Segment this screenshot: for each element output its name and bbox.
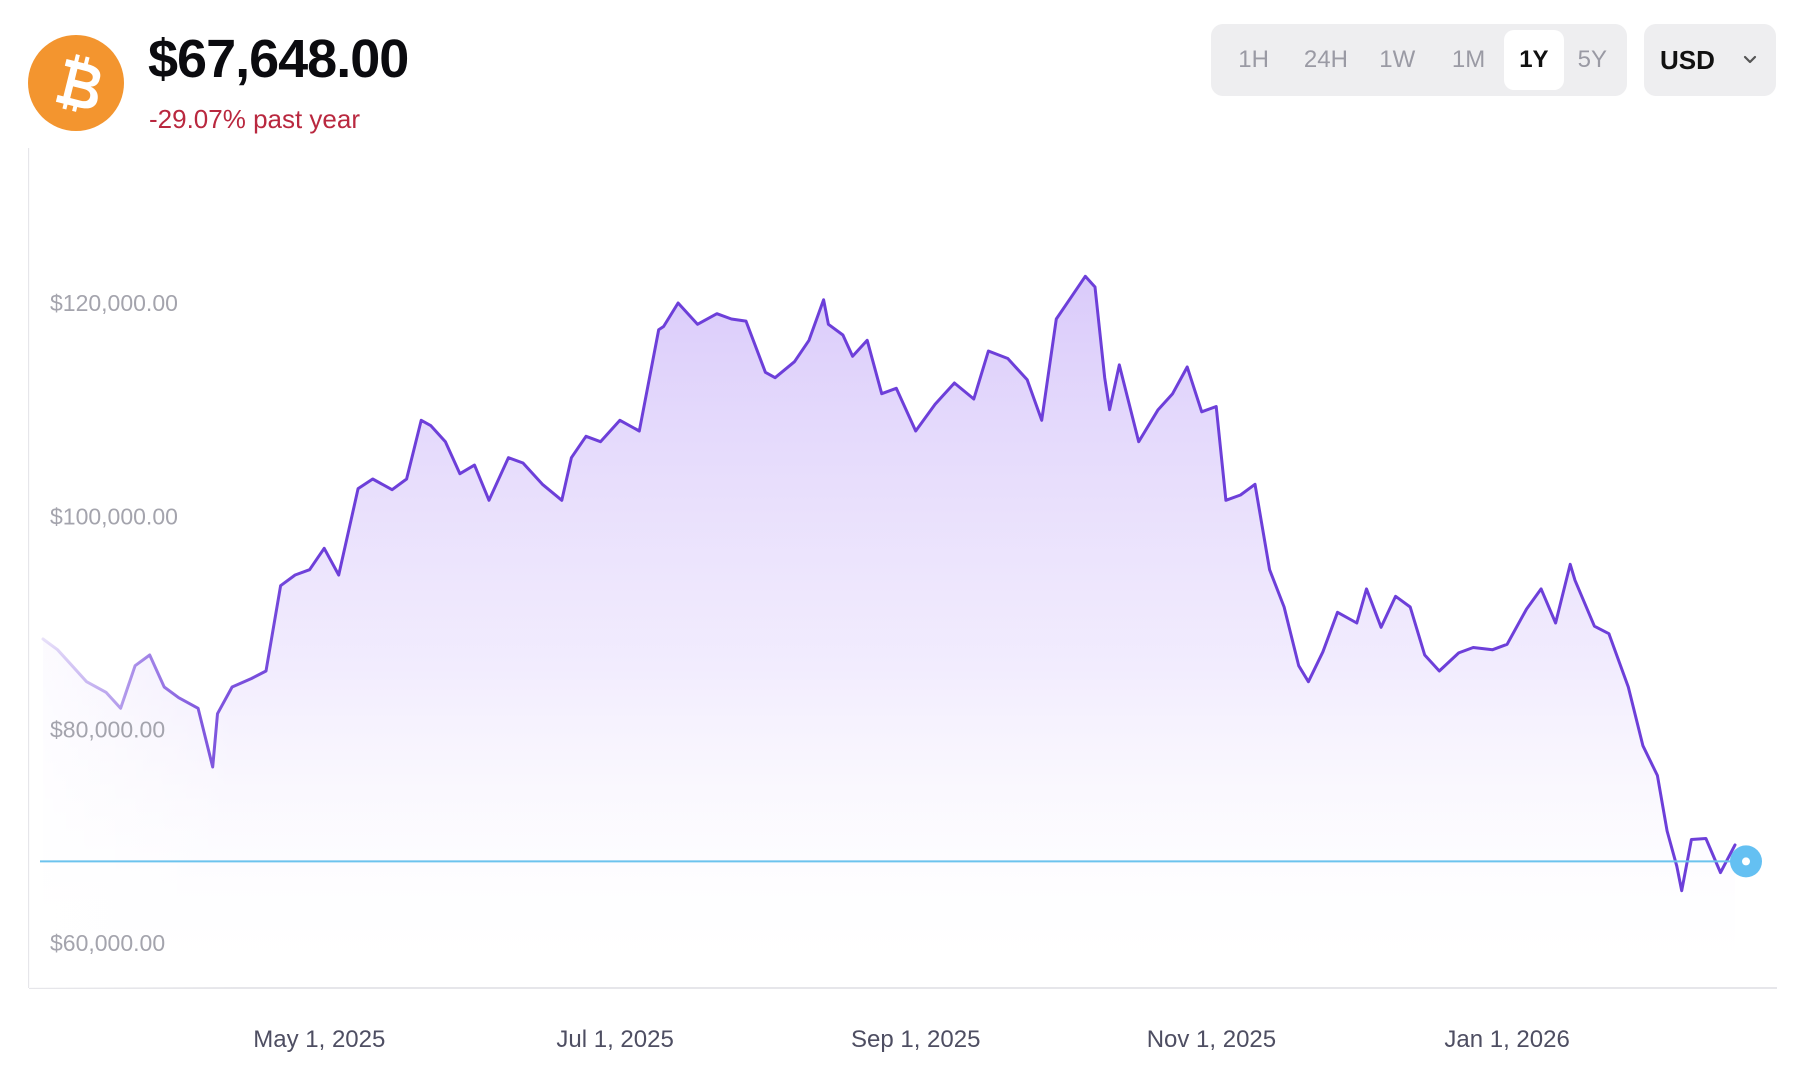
y-tick-label: $60,000.00 [50,930,165,956]
current-price: $67,648.00 [148,29,409,89]
price-change: -29.07% past year [149,104,361,134]
range-1w-button[interactable]: 1W [1379,46,1416,73]
time-range-selector: 1H 24H 1W 1M 1Y 5Y [1211,24,1627,96]
x-tick-label: Sep 1, 2025 [851,1026,980,1053]
x-tick-label: Jul 1, 2025 [556,1026,673,1053]
current-price-marker-center [1742,857,1750,866]
range-24h-button[interactable]: 24H [1303,46,1348,73]
y-tick-label: $120,000.00 [50,290,178,316]
currency-label: USD [1660,44,1715,75]
x-tick-label: Nov 1, 2025 [1147,1026,1276,1053]
y-tick-label: $80,000.00 [50,717,165,743]
range-1h-button[interactable]: 1H [1238,46,1269,73]
x-tick-label: Jan 1, 2026 [1444,1026,1569,1053]
price-line [41,274,1737,893]
chevron-down-icon [1743,55,1757,64]
y-tick-label: $100,000.00 [50,503,178,529]
range-5y-button[interactable]: 5Y [1577,46,1607,73]
currency-select[interactable]: USD [1644,24,1776,96]
x-tick-label: May 1, 2025 [253,1026,385,1053]
range-1m-button[interactable]: 1M [1451,46,1486,73]
bitcoin-icon [28,35,124,131]
area-left-fade [29,140,1777,988]
range-1y-button[interactable]: 1Y [1504,30,1564,90]
